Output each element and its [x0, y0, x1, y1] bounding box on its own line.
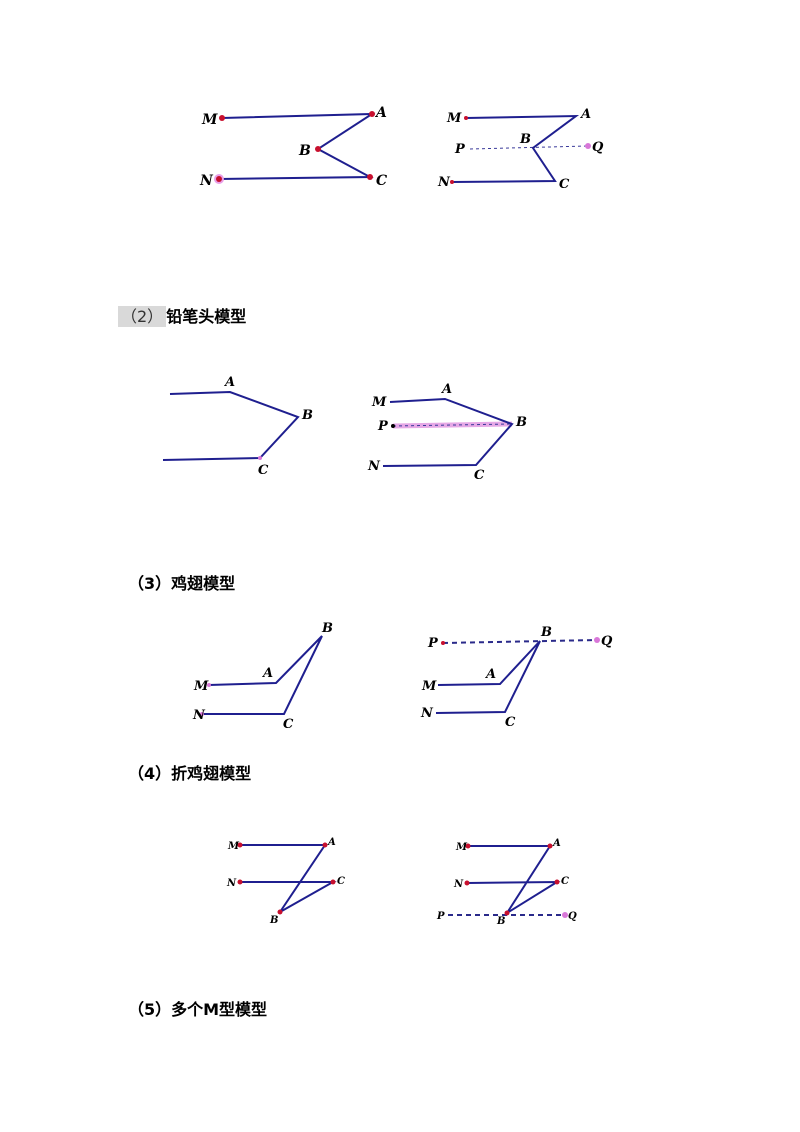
label-q: Q: [601, 634, 613, 649]
point-c: [258, 456, 262, 460]
point-m: [237, 842, 243, 848]
label-a: A: [327, 837, 336, 848]
label-q: Q: [568, 911, 577, 922]
point-c: [330, 879, 336, 885]
point-c: [554, 879, 560, 885]
point-a: [547, 843, 553, 849]
point-m: [464, 116, 468, 120]
label-a: A: [223, 375, 235, 390]
label-b: B: [496, 916, 505, 927]
label-b: B: [321, 621, 333, 636]
label-a: A: [552, 838, 561, 849]
point-n: [200, 712, 204, 716]
point-n: [464, 880, 470, 886]
label-q: Q: [592, 140, 604, 155]
label-b: B: [519, 132, 531, 147]
heading-title: 铅笔头模型: [166, 307, 247, 326]
heading-folded-chicken-wing-model: （4）折鸡翅模型: [128, 764, 252, 783]
polyline-mabcn: [435, 640, 541, 714]
point-m: [465, 843, 471, 849]
point-n: [450, 180, 454, 184]
point-q: [594, 637, 600, 643]
point-p: [391, 424, 395, 428]
polyline-mabcn: [218, 112, 376, 180]
label-m: M: [421, 679, 437, 694]
heading-pencil-model: （2） 铅笔头模型: [118, 303, 246, 327]
figure-pencil-left: A B C: [162, 375, 313, 478]
heading-number: （2）: [118, 306, 167, 327]
point-q: [562, 912, 568, 918]
point-q: [585, 143, 591, 149]
label-a: A: [484, 667, 496, 682]
label-m: M: [227, 841, 240, 852]
label-c: C: [376, 173, 387, 189]
label-p: P: [454, 142, 466, 157]
label-n: N: [226, 878, 237, 889]
label-m: M: [371, 395, 387, 410]
label-c: C: [258, 463, 269, 478]
polyline-abc: [162, 390, 300, 461]
label-a: A: [261, 666, 273, 681]
label-b: B: [540, 625, 552, 640]
point-b: [277, 909, 283, 915]
point-n: [216, 176, 222, 182]
label-c: C: [283, 717, 294, 732]
label-b: B: [301, 408, 313, 423]
polyline-mabcn: [240, 844, 337, 913]
label-n: N: [367, 459, 381, 474]
point-n: [237, 879, 243, 885]
label-b: B: [298, 143, 311, 159]
label-b: B: [269, 915, 278, 926]
heading-chicken-wing-model: （3）鸡翅模型: [128, 574, 236, 593]
figure-m-shape-right: M A B P Q N C: [437, 107, 604, 192]
label-n: N: [453, 879, 464, 890]
polyline-mabcn: [382, 397, 514, 467]
label-p: P: [427, 636, 439, 651]
label-c: C: [559, 177, 570, 192]
aux-line-pb-highlight: [392, 421, 513, 429]
dashed-line-pq: [469, 145, 589, 150]
point-p: [441, 641, 445, 645]
polyline-mabcn: [202, 635, 323, 715]
label-b: B: [515, 415, 527, 430]
point-m: [219, 115, 225, 121]
heading-multiple-m-model: （5）多个M型模型: [128, 1000, 268, 1019]
point-a: [369, 111, 375, 117]
point-b: [504, 910, 510, 916]
point-m: [207, 683, 211, 687]
label-n: N: [199, 173, 214, 189]
point-a: [322, 842, 328, 848]
figure-folded-wing-left: M A N C B: [226, 837, 345, 926]
label-p: P: [436, 911, 445, 922]
polyline-mabcn: [451, 114, 580, 183]
label-n: N: [192, 708, 206, 723]
label-c: C: [337, 876, 345, 887]
label-c: C: [505, 715, 516, 730]
figure-folded-wing-right: M A N C P B Q: [436, 838, 577, 927]
label-a: A: [579, 107, 591, 122]
label-a: A: [374, 105, 387, 121]
label-c: C: [474, 468, 485, 483]
figure-chicken-wing-left: M A B N C: [192, 621, 333, 732]
label-m: M: [201, 112, 218, 128]
dashed-line-pq: [442, 639, 598, 644]
figure-chicken-wing-right: P B Q M A N C: [420, 625, 613, 730]
label-c: C: [561, 876, 569, 887]
label-a: A: [440, 382, 452, 397]
label-m: M: [446, 111, 462, 126]
label-n: N: [420, 706, 434, 721]
polyline-mabcn: [466, 845, 561, 914]
figure-m-shape-left: M A B C N: [199, 105, 387, 189]
figure-pencil-right: M A P B N C: [367, 382, 527, 483]
point-c: [367, 174, 373, 180]
label-m: M: [193, 679, 209, 694]
label-n: N: [437, 175, 451, 190]
aux-line-pb: [392, 423, 513, 427]
point-b: [315, 146, 321, 152]
label-p: P: [377, 419, 389, 434]
label-m: M: [455, 842, 468, 853]
